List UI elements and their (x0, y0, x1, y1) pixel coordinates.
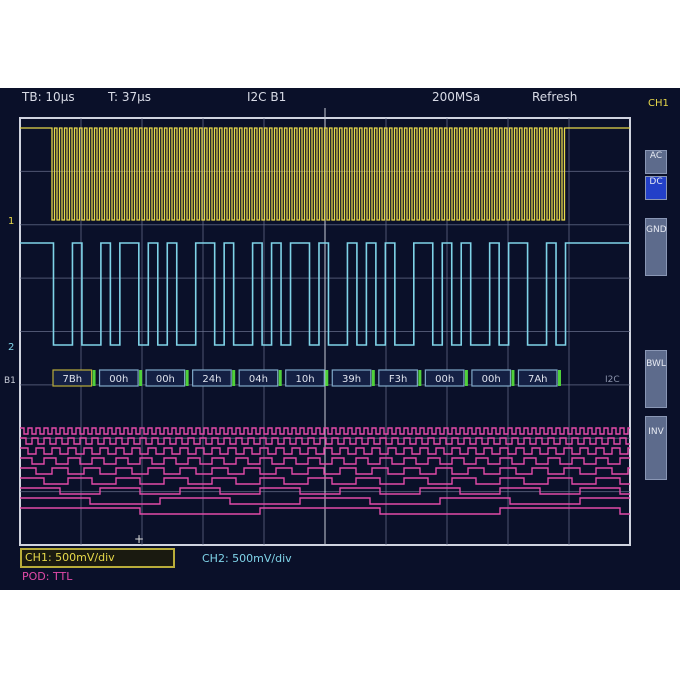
coupling-gnd-button[interactable]: GND (645, 218, 667, 276)
ch1-waveform (20, 127, 630, 221)
pod-digital-line (20, 427, 630, 435)
pod-digital-line (20, 487, 630, 495)
acquisition-mode-readout[interactable]: Refresh (532, 90, 578, 104)
bus-decoded-value: 39h (342, 374, 361, 385)
pod-digital-line (20, 477, 630, 485)
oscilloscope-screen: TB: 10µs T: 37µs I2C B1 200MSa Refresh 1… (0, 88, 680, 590)
bus-ack-marker (232, 370, 236, 386)
ch2-scale-readout[interactable]: CH2: 500mV/div (202, 552, 292, 565)
ch1-marker: 1 (8, 216, 14, 227)
pod-readout[interactable]: POD: TTL (22, 570, 73, 583)
pod-digital-line (20, 507, 630, 515)
pod-digital-line (20, 467, 630, 475)
bus-frame-box (331, 369, 372, 387)
bus-ack-marker (92, 370, 96, 386)
protocol-readout[interactable]: I2C B1 (247, 90, 287, 104)
bus-ack-marker (464, 370, 468, 386)
ch2-marker: 2 (8, 342, 14, 353)
invert-button[interactable]: INV (645, 416, 667, 480)
bus-ack-marker (139, 370, 143, 386)
pod-digital-line (20, 457, 630, 465)
bus-decoded-value: 7Ah (528, 374, 548, 385)
bandwidth-limit-button[interactable]: BWL (645, 350, 667, 408)
coupling-dc-button[interactable]: DC (645, 176, 667, 200)
bus-frame-box (378, 369, 418, 387)
bus-label: B1 (4, 376, 16, 386)
ch2-waveform (20, 242, 630, 346)
bus-end-label: I2C (605, 375, 620, 385)
bus-decoded-value: F3h (389, 374, 407, 385)
bus-frame-box (145, 369, 186, 387)
bus-ack-marker (511, 370, 515, 386)
sample-rate-readout: 200MSa (432, 90, 481, 104)
bus-decoded-value: 7Bh (62, 374, 82, 385)
bus-decoded-value: 00h (435, 374, 454, 385)
bus-frame-box (471, 369, 512, 387)
bus-frame-box (424, 369, 465, 387)
bus-ack-marker (185, 370, 189, 386)
cursor-marker: + (134, 532, 144, 546)
bus-decoded-value: 00h (156, 374, 175, 385)
pod-digital-line (20, 447, 630, 455)
trigger-time-readout[interactable]: T: 37µs (108, 90, 152, 104)
pod-digital-line (20, 437, 630, 445)
bus-decoded-value: 00h (482, 374, 501, 385)
bus-frame-box (52, 369, 93, 387)
side-menu-channel: CH1 (648, 98, 669, 109)
bus-ack-marker (371, 370, 375, 386)
bus-ack-marker (418, 370, 422, 386)
bus-decoded-value: 00h (109, 374, 128, 385)
ch1-scale-readout[interactable]: CH1: 500mV/div (20, 548, 175, 568)
bus-frame-box (285, 369, 325, 387)
bus-ack-marker (278, 370, 282, 386)
bus-frame-box (238, 369, 279, 387)
bus-decoded-value: 04h (249, 374, 268, 385)
coupling-ac-button[interactable]: AC (645, 150, 667, 174)
bus-frame-box (192, 369, 232, 387)
bus-decoded-value: 24h (202, 374, 221, 385)
bus-frame-box (517, 369, 558, 387)
waveform-display: 1 2 B1 7Bh 00h 00h 24h 04h 10h 39h F3h 00h 00h 7Ah I2C… (4, 108, 631, 546)
bus-ack-marker (325, 370, 329, 386)
bus-ack-marker (558, 370, 561, 386)
bus-decoded-value: 10h (295, 374, 314, 385)
timebase-readout[interactable]: TB: 10µs (22, 90, 75, 104)
bus-frame-box (98, 369, 139, 387)
pod-digital-line (20, 497, 630, 505)
